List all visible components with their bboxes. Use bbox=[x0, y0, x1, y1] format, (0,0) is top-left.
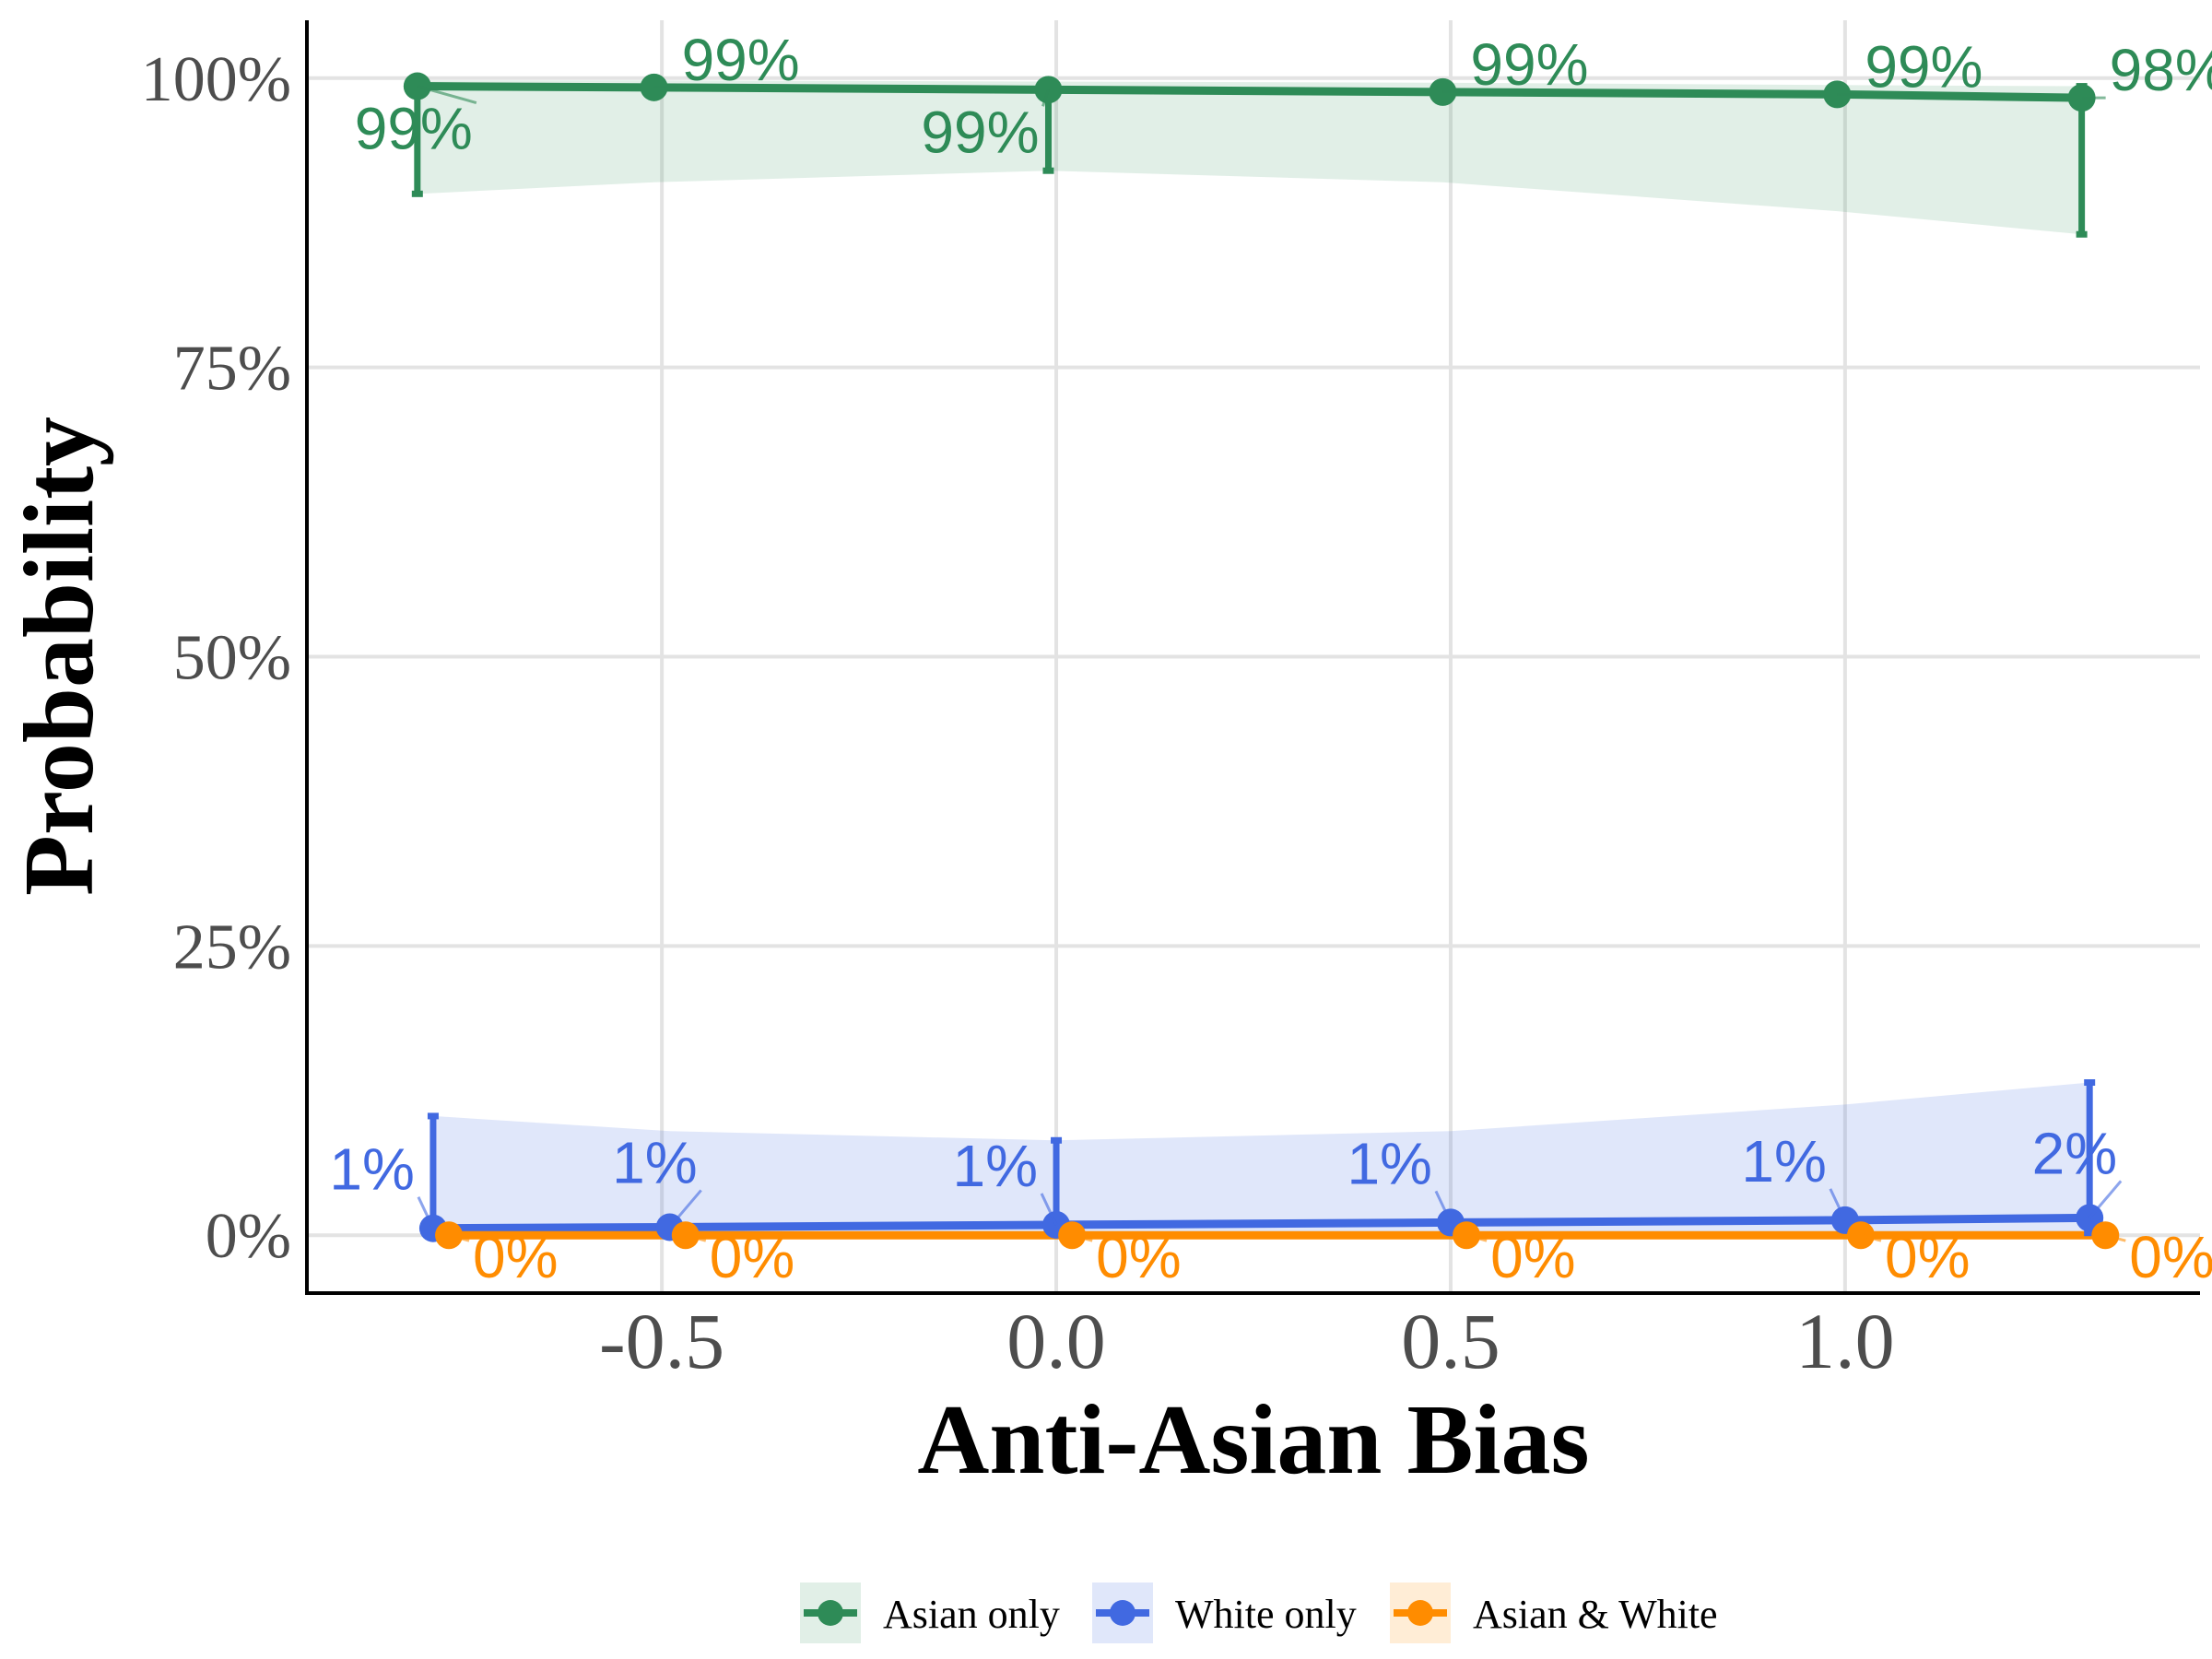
asian-only-label-leader bbox=[1041, 88, 1050, 107]
legend-label-asian-white: Asian & White bbox=[1473, 1592, 1718, 1637]
white-only-label-leader bbox=[1040, 1193, 1058, 1226]
legend-marker-asian-white bbox=[1407, 1600, 1433, 1626]
legend: Asian only White only Asian & White bbox=[800, 1583, 1718, 1643]
x-tick-label: 0.0 bbox=[1006, 1297, 1106, 1385]
y-tick-label: 75% bbox=[173, 334, 291, 405]
y-tick-label: 50% bbox=[173, 623, 291, 694]
x-tick-label: 1.0 bbox=[1795, 1297, 1895, 1385]
white-only-confidence-band bbox=[432, 1082, 2090, 1234]
legend-marker-asian-only bbox=[818, 1600, 843, 1626]
white-only-data-label: 1% bbox=[1741, 1128, 1827, 1194]
white-only-data-label: 1% bbox=[1347, 1130, 1432, 1196]
legend-label-white-only: White only bbox=[1175, 1592, 1357, 1637]
asian-only-data-label: 99% bbox=[682, 27, 800, 93]
asian-only-data-label: 99% bbox=[1865, 33, 1983, 100]
asian-white-data-label: 0% bbox=[1096, 1224, 1182, 1290]
asian-white-label-leader bbox=[1071, 1233, 1093, 1242]
asian-white-label-leader bbox=[448, 1233, 470, 1242]
series-lines bbox=[417, 82, 2106, 1240]
white-only-label-leader bbox=[1829, 1188, 1847, 1221]
asian-white-data-label: 0% bbox=[1490, 1224, 1576, 1290]
asian-white-label-leader bbox=[2104, 1233, 2126, 1242]
legend-label-asian-only: Asian only bbox=[883, 1592, 1060, 1637]
x-axis-title: Anti-Asian Bias bbox=[917, 1385, 1589, 1495]
white-only-label-leader bbox=[668, 1189, 702, 1229]
asian-only-data-label: 99% bbox=[355, 96, 473, 162]
y-axis-title: Probability bbox=[5, 417, 114, 896]
y-tick-label: 25% bbox=[173, 912, 291, 982]
y-axis-ticks: 0% 25% 50% 75% 100% bbox=[141, 44, 291, 1272]
white-only-data-label: 2% bbox=[2032, 1120, 2118, 1186]
white-only-line bbox=[432, 1213, 2090, 1233]
y-tick-label: 100% bbox=[141, 44, 291, 115]
asian-only-label-leader bbox=[417, 85, 477, 105]
asian-white-data-label: 0% bbox=[473, 1224, 559, 1290]
white-only-label-leader bbox=[1434, 1190, 1453, 1224]
legend-marker-white-only bbox=[1110, 1600, 1135, 1626]
y-tick-label: 0% bbox=[206, 1201, 291, 1272]
asian-white-data-label: 0% bbox=[2129, 1224, 2212, 1290]
x-tick-label: -0.5 bbox=[599, 1297, 724, 1385]
asian-only-data-label: 99% bbox=[1470, 31, 1588, 98]
x-tick-label: 0.5 bbox=[1401, 1297, 1500, 1385]
asian-only-data-label: 99% bbox=[921, 99, 1039, 165]
asian-only-line bbox=[417, 82, 2082, 102]
white-only-label-leader bbox=[2088, 1180, 2123, 1219]
asian-white-label-leader bbox=[685, 1233, 707, 1242]
data-labels: 99%99%99%99%99%98%1%1%1%1%1%2%0%0%0%0%0%… bbox=[329, 27, 2212, 1290]
asian-white-label-leader bbox=[1860, 1233, 1882, 1242]
white-only-data-label: 1% bbox=[612, 1129, 698, 1195]
x-axis-ticks: -0.5 0.0 0.5 1.0 bbox=[599, 1297, 1895, 1385]
white-only-label-leader bbox=[417, 1196, 435, 1230]
white-only-data-label: 1% bbox=[953, 1133, 1039, 1199]
white-only-data-label: 1% bbox=[329, 1136, 415, 1203]
asian-only-confidence-band bbox=[417, 80, 2082, 235]
asian-white-label-leader bbox=[1465, 1233, 1488, 1242]
asian-white-data-label: 0% bbox=[710, 1224, 795, 1290]
asian-white-data-label: 0% bbox=[1885, 1224, 1971, 1290]
asian-only-data-label: 98% bbox=[2110, 37, 2212, 103]
